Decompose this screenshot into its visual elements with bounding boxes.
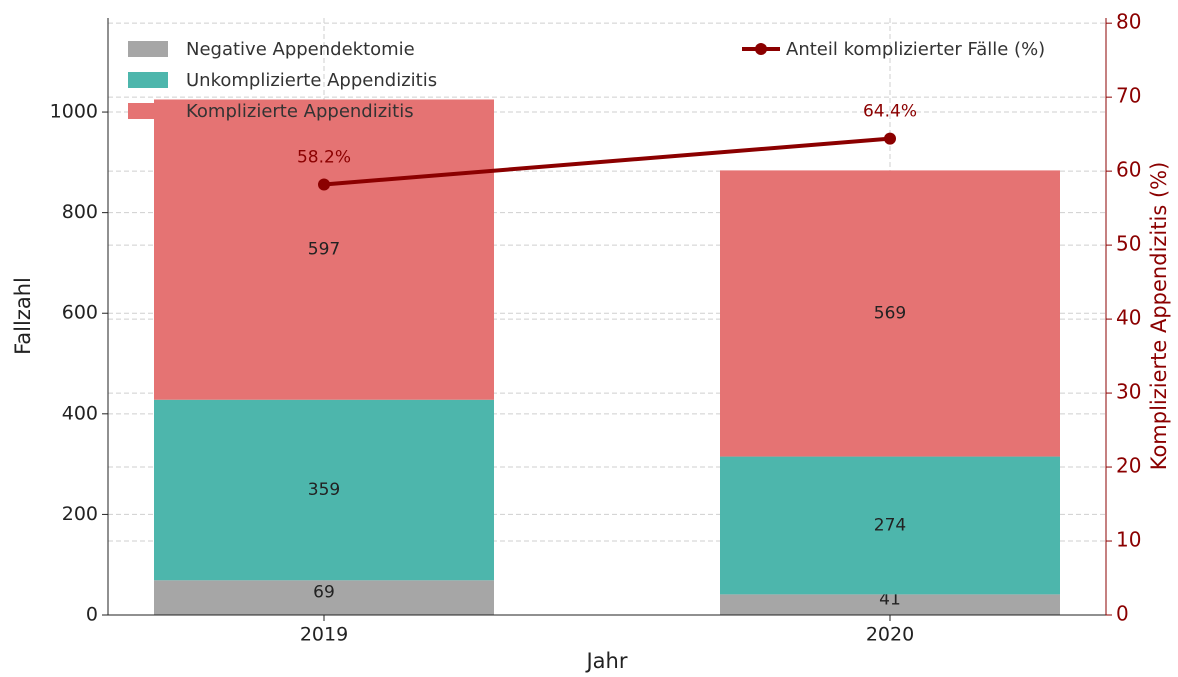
bar [720, 456, 1060, 595]
x-tick-label: 2019 [300, 624, 348, 646]
bar-value-label: 597 [308, 240, 340, 260]
legend-label: Komplizierte Appendizitis [186, 101, 414, 122]
y-tick-label: 1000 [50, 101, 98, 123]
bar [720, 170, 1060, 457]
y2-tick-label: 60 [1116, 158, 1141, 182]
legend-swatch [128, 103, 168, 119]
y2-tick-label: 50 [1116, 232, 1141, 256]
bar-value-label: 41 [879, 590, 901, 610]
line-value-label: 58.2% [297, 147, 351, 167]
y2-axis-label: Komplizierte Appendizitis (%) [1147, 162, 1171, 471]
y-axis-label: Fallzahl [11, 277, 35, 355]
bar [154, 580, 494, 615]
bar-value-label: 274 [874, 515, 906, 535]
legend-label: Anteil komplizierter Fälle (%) [786, 39, 1045, 60]
bar [720, 594, 1060, 615]
legend-label: Negative Appendektomie [186, 39, 415, 60]
line-marker [318, 178, 330, 191]
y2-tick-label: 40 [1116, 306, 1141, 330]
legend-swatch [128, 72, 168, 88]
y2-tick-label: 10 [1116, 528, 1141, 552]
bar-value-label: 569 [874, 303, 906, 323]
legend-swatch [128, 41, 168, 57]
y2-tick-label: 0 [1116, 602, 1129, 626]
y-tick-label: 600 [62, 302, 98, 324]
y2-tick-label: 80 [1116, 10, 1141, 34]
x-tick-label: 2020 [866, 624, 914, 646]
bar [154, 99, 494, 400]
bar [154, 399, 494, 581]
y-tick-label: 800 [62, 201, 98, 223]
y2-tick-label: 20 [1116, 454, 1141, 478]
line [323, 136, 891, 187]
bar-value-label: 69 [313, 583, 335, 603]
y2-tick-label: 30 [1116, 380, 1141, 404]
legend-swatch [755, 43, 767, 55]
y-tick-label: 200 [62, 503, 98, 525]
legend-label: Unkomplizierte Appendizitis [186, 70, 437, 91]
y2-tick-label: 70 [1116, 84, 1141, 108]
line-value-label: 64.4% [863, 102, 917, 122]
y-tick-label: 400 [62, 402, 98, 424]
line-marker [884, 132, 896, 145]
bar-value-label: 359 [308, 480, 340, 500]
x-axis-label: Jahr [584, 649, 627, 673]
y-tick-label: 0 [86, 604, 98, 626]
